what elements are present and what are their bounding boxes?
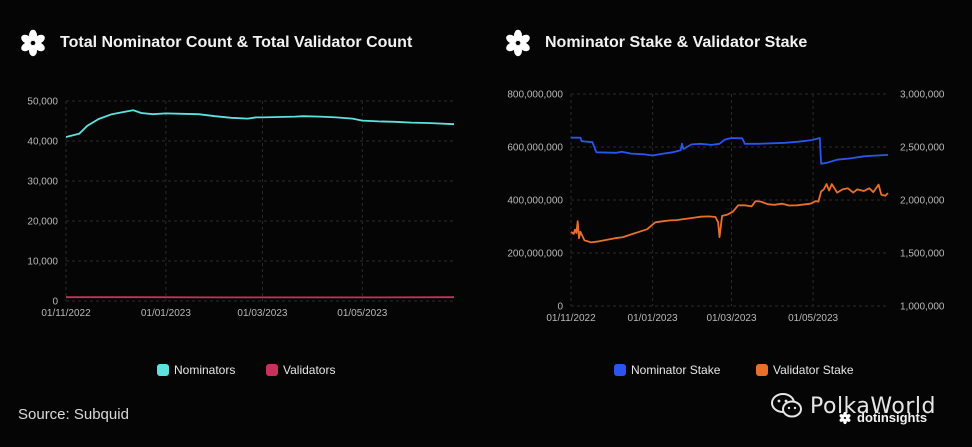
x-tick-label: 01/05/2023 [337, 308, 387, 319]
legend-label: Nominators [174, 363, 235, 377]
polkadot-logo-icon [506, 29, 530, 57]
y-tick-label: 200,000,000 [507, 249, 563, 260]
chart-title-text: Total Nominator Count & Total Validator … [60, 34, 413, 51]
chart-title-nominator-count: Total Nominator Count & Total Validator … [18, 28, 412, 58]
y-tick-label: 800,000,000 [507, 90, 563, 101]
x-tick-label: 01/05/2023 [788, 313, 838, 324]
x-tick-label: 01/01/2023 [141, 308, 191, 319]
y-tick-label: 0 [557, 302, 563, 313]
legend-swatch [614, 364, 626, 376]
y-tick-label: 10,000 [27, 257, 58, 268]
y-right-tick-label: 1,000,000 [900, 302, 945, 313]
polkadot-logo-icon [839, 411, 851, 424]
y-tick-label: 50,000 [27, 97, 58, 108]
dotinsights-label: dotinsights [857, 410, 928, 425]
x-tick-label: 01/03/2023 [237, 308, 287, 319]
polkaworld-watermark: PolkaWorld [770, 392, 936, 420]
x-tick-label: 01/11/2022 [546, 313, 596, 324]
dotinsights-brand: dotinsights [838, 410, 927, 425]
legend-label: Nominator Stake [631, 363, 721, 377]
legend-label: Validator Stake [773, 363, 854, 377]
y-tick-label: 20,000 [27, 217, 58, 228]
wechat-icon [771, 393, 802, 418]
y-right-tick-label: 3,000,000 [900, 90, 945, 101]
series-line-nominators [65, 109, 455, 138]
y-tick-label: 40,000 [27, 137, 58, 148]
polkadot-logo-icon [21, 29, 45, 57]
series-line-validator-stake [570, 183, 889, 244]
legend-swatch [756, 364, 768, 376]
x-tick-label: 01/11/2022 [41, 308, 91, 319]
watermark-name: PolkaWorld [810, 393, 936, 419]
x-tick-label: 01/03/2023 [706, 313, 756, 324]
legend-label: Validators [283, 363, 335, 377]
series-line-nominator-stake [571, 136, 889, 165]
chart-title-stake: Nominator Stake & Validator Stake [503, 28, 807, 58]
y-right-tick-label: 2,500,000 [900, 143, 945, 154]
chart-title-text: Nominator Stake & Validator Stake [545, 34, 808, 51]
y-tick-label: 600,000,000 [507, 143, 563, 154]
legend-swatch [157, 364, 169, 376]
source-caption: Source: Subquid [18, 406, 129, 423]
y-tick-label: 30,000 [27, 177, 58, 188]
y-tick-label: 0 [52, 297, 58, 308]
y-right-tick-label: 1,500,000 [900, 249, 945, 260]
legend-swatch [266, 364, 278, 376]
y-tick-label: 400,000,000 [507, 196, 563, 207]
x-tick-label: 01/01/2023 [628, 313, 678, 324]
y-right-tick-label: 2,000,000 [900, 196, 945, 207]
